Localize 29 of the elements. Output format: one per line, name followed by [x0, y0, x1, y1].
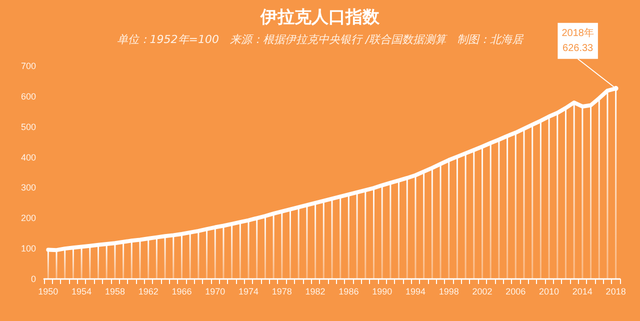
- x-tick-label: 2014: [572, 286, 592, 296]
- x-tick-label: 1998: [438, 286, 459, 296]
- x-tick-label: 1978: [272, 286, 292, 296]
- x-tick-label: 1962: [138, 286, 158, 296]
- y-tick-label: 0: [30, 274, 36, 284]
- x-tick-label: 1982: [305, 286, 326, 296]
- x-tick-label: 2006: [506, 286, 526, 296]
- x-tick-label: 1994: [405, 286, 426, 296]
- y-tick-label: 100: [20, 244, 36, 254]
- y-tick-label: 300: [20, 182, 36, 193]
- x-tick-label: 1954: [72, 286, 92, 296]
- y-tick-label: 400: [20, 152, 36, 162]
- x-tick-label: 2002: [472, 286, 492, 296]
- x-tick-label: 2010: [539, 286, 560, 296]
- x-tick-label: 1970: [205, 286, 226, 296]
- chart-subtitle: 单位：1952年=100 来源：根据伊拉克中央银行 /联合国数据测算 制图：北海居: [116, 33, 524, 46]
- x-tick-label: 1986: [338, 286, 359, 296]
- x-tick-label: 1990: [372, 286, 392, 296]
- y-tick-label: 200: [20, 213, 36, 224]
- x-tick-label: 1966: [172, 286, 192, 296]
- y-tick-label: 700: [20, 61, 36, 71]
- chart-title: 伊拉克人口指数: [260, 8, 380, 28]
- y-tick-label: 600: [20, 91, 36, 102]
- x-tick-label: 1958: [104, 286, 125, 296]
- y-tick-label: 500: [20, 122, 36, 132]
- x-tick-label: 1950: [38, 286, 58, 296]
- x-tick-label: 1974: [238, 286, 259, 296]
- x-tick-label: 2018: [606, 286, 626, 296]
- annotation: 2018年 626.33: [562, 26, 594, 54]
